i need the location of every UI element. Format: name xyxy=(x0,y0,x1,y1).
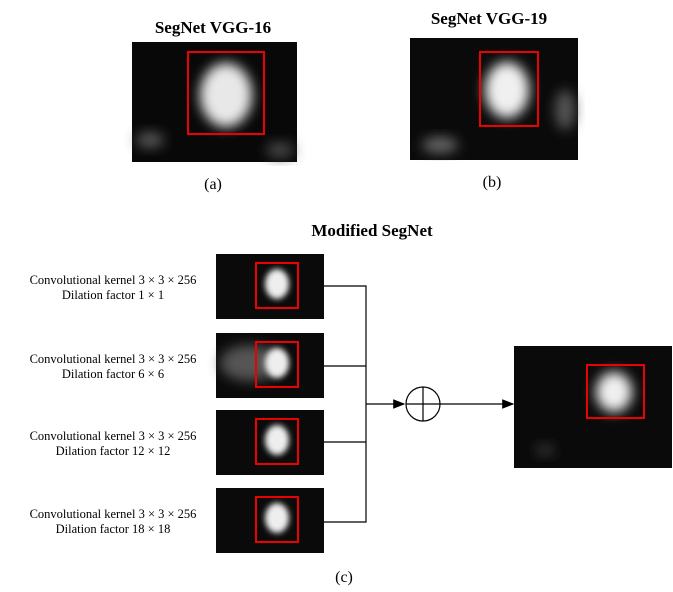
branch-dilation: Dilation factor 12 × 12 xyxy=(56,444,171,458)
branch-kernel: Convolutional kernel 3 × 3 × 256 xyxy=(30,352,197,366)
branch-kernel: Convolutional kernel 3 × 3 × 256 xyxy=(30,507,197,521)
branch-dilation: Dilation factor 6 × 6 xyxy=(62,367,164,381)
figure: SegNet VGG-16 (a) SegNet VGG-19 (b) Modi… xyxy=(0,0,673,592)
panel-label: (a) xyxy=(204,176,222,193)
branch-dilation: Dilation factor 18 × 18 xyxy=(56,522,171,536)
branches: Convolutional kernel 3 × 3 × 256Dilation… xyxy=(30,254,324,553)
branch-kernel: Convolutional kernel 3 × 3 × 256 xyxy=(30,429,197,443)
branch-image xyxy=(216,254,324,319)
branch-image xyxy=(216,410,324,475)
branch-image xyxy=(216,333,324,398)
branch-image xyxy=(216,488,324,553)
heatmap-image xyxy=(410,38,578,160)
output-image xyxy=(514,346,672,468)
panel-title: SegNet VGG-16 xyxy=(155,18,271,37)
panel-title: SegNet VGG-19 xyxy=(431,9,547,28)
branch-kernel: Convolutional kernel 3 × 3 × 256 xyxy=(30,273,197,287)
branch-dilation: Dilation factor 1 × 1 xyxy=(62,288,164,302)
panel-label: (c) xyxy=(335,569,353,586)
connectors xyxy=(324,286,513,522)
heatmap-image xyxy=(132,42,297,162)
section-title: Modified SegNet xyxy=(311,221,433,240)
panel-label: (b) xyxy=(483,174,502,191)
